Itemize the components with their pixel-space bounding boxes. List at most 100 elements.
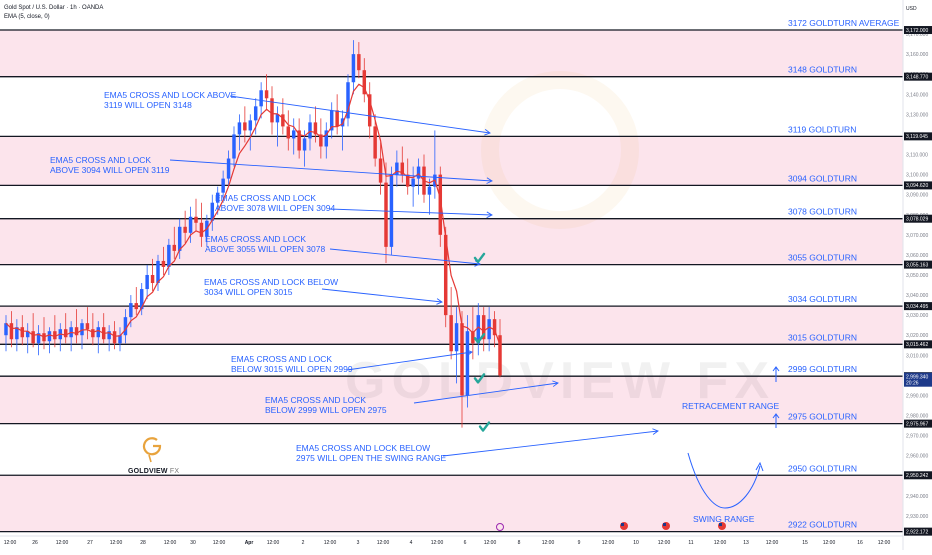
candle-body — [210, 202, 215, 221]
price-tag-label: 2,975.967 — [906, 421, 928, 427]
x-tick-label: 12:00 — [324, 540, 337, 546]
candle-body — [20, 327, 25, 338]
up-arrow-icon — [772, 366, 780, 372]
level-label: 3034 GOLDTURN — [788, 294, 857, 304]
candle-body — [427, 186, 432, 195]
level-label: 2975 GOLDTURN — [788, 412, 857, 422]
candle-body — [346, 82, 350, 119]
candle-body — [308, 122, 312, 139]
candle-body — [297, 130, 301, 151]
candle-body — [378, 158, 383, 183]
x-tick-label: 12:00 — [658, 540, 671, 546]
x-tick-label: 12:00 — [110, 540, 123, 546]
price-tag-label: 3,055.163 — [906, 262, 928, 268]
x-tick-label: 12:00 — [267, 540, 280, 546]
candle-body — [107, 331, 111, 340]
swing-curve — [687, 452, 761, 509]
candle-body — [156, 260, 160, 284]
price-tag-box — [904, 26, 932, 35]
goldview-logo-tail — [148, 454, 152, 463]
candle-body — [449, 315, 453, 352]
y-tick-label: 3,020.000 — [906, 333, 928, 339]
candle-body — [324, 130, 329, 147]
y-tick-label: 3,100.000 — [906, 173, 928, 179]
x-tick-label: 12:00 — [714, 540, 727, 546]
ema-line — [5, 83, 501, 346]
level-label: 3078 GOLDTURN — [788, 207, 857, 217]
price-tag-box — [904, 372, 932, 387]
price-tag-box — [904, 527, 932, 536]
annotation-arrow-head — [466, 349, 473, 356]
candle-body — [194, 216, 198, 223]
candle-body — [123, 317, 128, 336]
candle-body — [221, 178, 225, 193]
candle-body — [112, 331, 117, 344]
candle-body — [9, 323, 14, 340]
candle-body — [465, 331, 470, 396]
x-tick-label: 12:00 — [377, 540, 390, 546]
candle-body — [188, 216, 193, 233]
level-label: 3119 GOLDTURN — [788, 124, 856, 134]
y-tick-label: 3,030.000 — [906, 313, 928, 319]
x-tick-label: 11 — [688, 540, 693, 546]
annotation-text: EMA5 CROSS AND LOCK — [265, 395, 366, 405]
candle-body — [487, 319, 491, 340]
check-mark-icon — [473, 252, 486, 264]
candle-body — [183, 226, 187, 233]
candle-body — [351, 54, 356, 83]
candle-body — [275, 114, 280, 123]
candle-body — [395, 162, 399, 175]
x-tick-label: 12:00 — [4, 540, 17, 546]
price-tag-label: 3,148.770 — [906, 74, 928, 80]
candle-body — [313, 122, 318, 135]
brand-name: GOLDVIEW — [128, 468, 168, 475]
x-tick-label: 16 — [857, 540, 863, 546]
x-tick-label: 27 — [87, 540, 93, 546]
annotation-text: EMA5 CROSS AND LOCK ABOVE — [104, 90, 237, 100]
band-zone — [0, 136, 903, 186]
y-tick-label: 3,160.000 — [906, 52, 928, 58]
candle-body — [53, 331, 57, 340]
band-zone — [0, 218, 903, 265]
candle-body — [270, 98, 274, 123]
watermark-logo — [481, 71, 639, 229]
check-mark-icon — [473, 373, 486, 384]
price-tag-label: 3,119.045 — [906, 134, 928, 140]
annotation-arrow-line — [442, 430, 659, 457]
candle-body — [199, 222, 204, 237]
annotation-text: ABOVE 3055 WILL OPEN 3078 — [205, 244, 325, 254]
x-tick-label: Apr — [245, 540, 254, 546]
candle-body — [253, 106, 258, 121]
candle-body — [25, 331, 30, 338]
x-tick-label: 15 — [802, 540, 808, 546]
x-tick-label: 9 — [578, 540, 581, 546]
candle-body — [286, 126, 291, 139]
annotation-text: EMA5 CROSS AND LOCK — [215, 193, 316, 203]
y-tick-label: 2,970.000 — [906, 434, 928, 440]
price-tag-box — [904, 302, 932, 311]
watermark-text: GOLDVIEW FX — [345, 352, 775, 410]
candle-body — [405, 174, 410, 187]
price-tag-label: 2,950.242 — [906, 473, 928, 479]
x-tick-label: 12:00 — [602, 540, 615, 546]
x-tick-label: 12:00 — [878, 540, 891, 546]
candle-body — [259, 90, 263, 107]
x-tick-label: 30 — [190, 540, 196, 546]
retracement-range-label: RETRACEMENT RANGE — [682, 401, 779, 411]
x-tick-label: 4 — [410, 540, 413, 546]
annotation-arrow-line — [321, 288, 443, 303]
y-tick-label: 3,090.000 — [906, 193, 928, 199]
candle-body — [85, 323, 90, 330]
candle-body — [384, 182, 388, 247]
price-tag-box — [904, 181, 932, 190]
candle-body — [454, 323, 459, 352]
y-tick-label: 3,110.000 — [906, 153, 928, 159]
candle-body — [302, 138, 307, 151]
price-tag-label: 2,999.340 — [906, 375, 928, 381]
candle-body — [161, 260, 166, 267]
annotation-text: EMA5 CROSS AND LOCK BELOW — [296, 443, 430, 453]
candle-body — [63, 329, 68, 338]
annotation-text: BELOW 2999 WILL OPEN 2975 — [265, 405, 387, 415]
x-tick-label: 28 — [140, 540, 146, 546]
candle-body — [357, 54, 361, 71]
